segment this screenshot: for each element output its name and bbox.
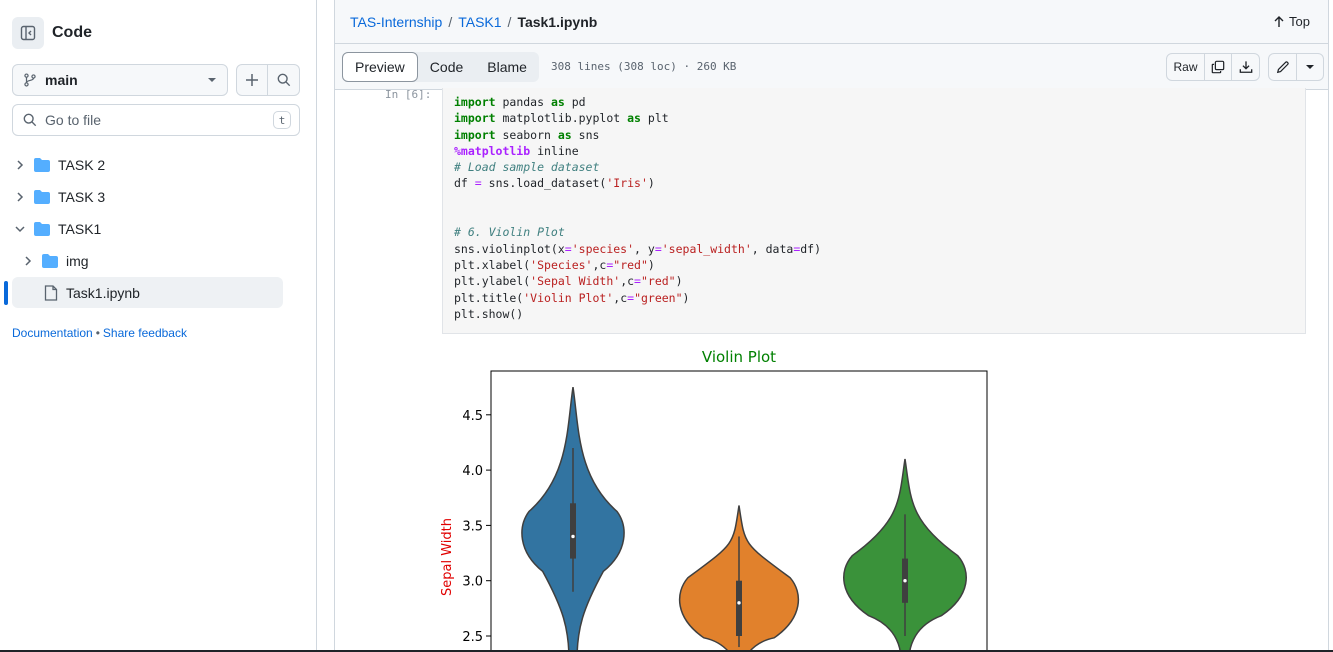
- plot-frame: [490, 370, 988, 652]
- plus-icon: [246, 74, 258, 86]
- plot-area: 2.5 3.0 3.5 4.0 4.5: [462, 370, 988, 652]
- tab-preview[interactable]: Preview: [342, 52, 418, 82]
- tree-item-task1[interactable]: TASK1: [12, 213, 101, 245]
- chevron-right-icon: [12, 160, 28, 170]
- search-button[interactable]: [268, 64, 300, 96]
- y-tick-label: 3.0: [462, 575, 483, 590]
- footer-separator: •: [95, 326, 100, 340]
- folder-icon: [42, 254, 58, 268]
- violin-chart: Violin Plot Sepal Width 2.5 3.0 3.5 4.0 4.5: [440, 348, 988, 652]
- y-tick-label: 4.5: [462, 409, 483, 424]
- breadcrumb-repo-link[interactable]: TAS-Internship: [350, 13, 443, 30]
- copy-icon: [1211, 60, 1225, 74]
- selected-row-highlight: [12, 277, 283, 308]
- cell-prompt: In [6]:: [385, 88, 432, 101]
- violin-median-point: [903, 579, 907, 583]
- violin-median-point: [737, 601, 741, 605]
- search-icon: [277, 73, 290, 87]
- go-to-file-input[interactable]: Go to file t: [12, 104, 300, 136]
- chevron-down-icon: [208, 78, 216, 82]
- chevron-right-icon: [12, 192, 28, 202]
- bottom-edge: [0, 650, 1333, 652]
- download-button[interactable]: [1232, 54, 1259, 80]
- sidebar-header: Code: [12, 17, 92, 49]
- violin-iqr-box: [570, 503, 576, 559]
- breadcrumb-separator: /: [448, 13, 453, 30]
- chart-title: Violin Plot: [702, 348, 776, 366]
- raw-button[interactable]: Raw: [1167, 54, 1205, 80]
- arrow-up-icon: [1274, 15, 1284, 27]
- file-toolbar: Preview Code Blame 308 lines (308 loc) ·…: [335, 44, 1328, 90]
- sidebar-footer: Documentation • Share feedback: [12, 326, 187, 340]
- breadcrumb: TAS-Internship / TASK1 / Task1.ipynb Top: [335, 0, 1328, 44]
- tree-item-label: TASK 3: [58, 189, 106, 205]
- y-tick-label: 2.5: [462, 630, 483, 645]
- sidebar-title: Code: [52, 24, 92, 41]
- folder-icon: [34, 158, 50, 172]
- shortcut-key: t: [273, 111, 291, 129]
- tree-item-label: img: [66, 253, 89, 269]
- file-meta: 308 lines (308 loc) · 260 KB: [551, 60, 737, 73]
- file-tree-sidebar: Code main Go to file t TASK 2 TAS: [0, 0, 317, 652]
- file-actions: Raw: [1166, 53, 1260, 81]
- y-axis-label: Sepal Width: [440, 518, 455, 596]
- tree-item-label: TASK1: [58, 221, 102, 237]
- tree-item-label: TASK 2: [58, 157, 106, 173]
- tree-item-img[interactable]: img: [20, 245, 89, 277]
- collapse-sidebar-icon[interactable]: [12, 17, 44, 49]
- violin-iqr-box: [736, 580, 742, 636]
- folder-open-icon: [34, 222, 50, 236]
- code-source: import pandas as pd import matplotlib.py…: [454, 95, 822, 321]
- tree-item-label: Task1.ipynb: [66, 285, 140, 301]
- chevron-down-icon: [1306, 65, 1314, 69]
- edit-options-button[interactable]: [1297, 54, 1323, 80]
- folder-icon: [34, 190, 50, 204]
- tree-item-task3[interactable]: TASK 3: [12, 181, 105, 213]
- breadcrumb-separator: /: [507, 13, 512, 30]
- file-icon: [44, 285, 58, 301]
- tab-code[interactable]: Code: [429, 59, 464, 75]
- copy-button[interactable]: [1205, 54, 1232, 80]
- add-file-button[interactable]: [236, 64, 268, 96]
- file-view: TAS-Internship / TASK1 / Task1.ipynb Top…: [334, 0, 1329, 652]
- chevron-right-icon: [20, 256, 36, 266]
- view-mode-tabs: Preview Code Blame: [342, 52, 539, 82]
- branch-icon: [24, 73, 36, 87]
- edit-button[interactable]: [1269, 54, 1297, 80]
- back-to-top-link[interactable]: Top: [1273, 14, 1310, 29]
- code-cell: import pandas as pd import matplotlib.py…: [442, 88, 1306, 334]
- pencil-icon: [1276, 61, 1289, 74]
- branch-selector[interactable]: main: [12, 64, 228, 96]
- y-tick-label: 4.0: [462, 464, 483, 479]
- y-tick-label: 3.5: [462, 519, 483, 534]
- chevron-down-icon: [12, 224, 28, 234]
- search-icon: [23, 113, 37, 127]
- tab-blame[interactable]: Blame: [487, 59, 527, 75]
- share-feedback-link[interactable]: Share feedback: [102, 326, 187, 340]
- selected-indicator: [4, 281, 8, 305]
- tree-item-task1-ipynb[interactable]: Task1.ipynb: [44, 277, 140, 309]
- top-label: Top: [1289, 14, 1310, 29]
- violin-median-point: [571, 534, 575, 539]
- download-icon: [1239, 61, 1252, 73]
- breadcrumb-folder-link[interactable]: TASK1: [458, 13, 502, 30]
- tree-item-task2[interactable]: TASK 2: [12, 149, 105, 181]
- go-to-file-placeholder: Go to file: [45, 112, 102, 128]
- branch-name: main: [45, 72, 78, 88]
- edit-actions: [1268, 53, 1324, 81]
- documentation-link[interactable]: Documentation: [12, 326, 93, 340]
- breadcrumb-current-file: Task1.ipynb: [517, 13, 598, 30]
